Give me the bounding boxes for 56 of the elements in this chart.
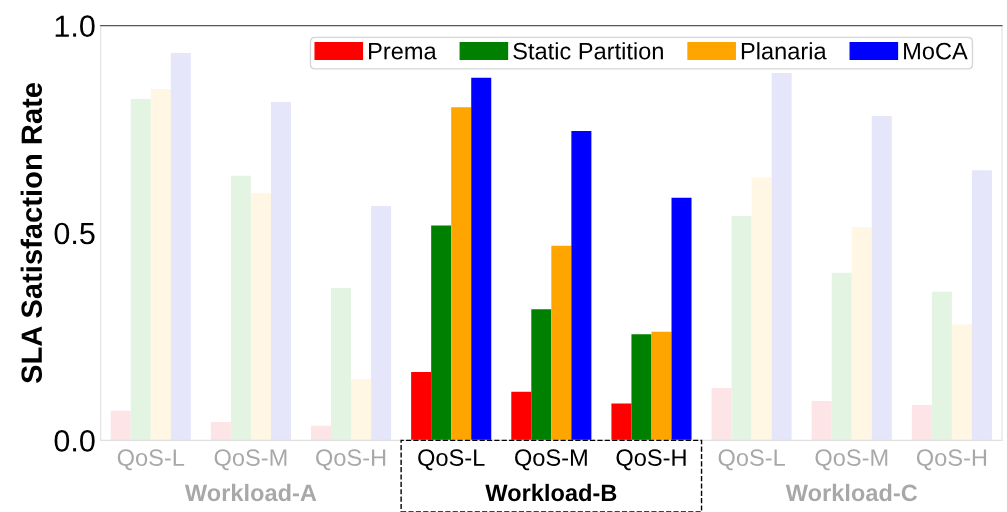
bar bbox=[711, 388, 732, 441]
legend-label: Static Partition bbox=[513, 42, 663, 60]
bar bbox=[270, 101, 291, 441]
bar bbox=[651, 331, 672, 441]
bar bbox=[230, 175, 251, 441]
x-tick-label: QoS-M bbox=[214, 449, 287, 471]
bar bbox=[611, 403, 632, 441]
bar bbox=[551, 245, 572, 441]
bar bbox=[351, 379, 372, 441]
bar bbox=[150, 89, 171, 441]
bar bbox=[751, 177, 772, 441]
bar bbox=[511, 391, 532, 441]
y-tick-label: 0.5 bbox=[54, 222, 95, 245]
bar bbox=[250, 193, 271, 441]
bar bbox=[951, 324, 972, 441]
bar bbox=[371, 206, 392, 441]
bar bbox=[971, 170, 992, 441]
x-tick-label: QoS-H bbox=[916, 449, 987, 471]
text: Workload-B bbox=[485, 483, 617, 502]
bar bbox=[130, 99, 151, 441]
bar bbox=[731, 215, 752, 441]
x-tick-label: QoS-H bbox=[616, 449, 686, 471]
y-tick-label: 1.0 bbox=[55, 15, 95, 37]
bar bbox=[911, 405, 932, 441]
bar bbox=[671, 197, 692, 441]
x-tick-label: QoS-L bbox=[718, 449, 785, 471]
x-tick-label: QoS-L bbox=[117, 449, 185, 471]
legend-label: MoCA bbox=[904, 42, 968, 60]
bar bbox=[451, 107, 472, 441]
x-tick-label: QoS-M bbox=[515, 449, 587, 471]
bar bbox=[531, 309, 552, 441]
x-tick-label: QoS-M bbox=[815, 449, 888, 471]
bar bbox=[571, 130, 592, 441]
bar bbox=[931, 291, 952, 441]
bar bbox=[771, 72, 792, 441]
bar bbox=[210, 422, 231, 441]
bar bbox=[170, 52, 191, 441]
x-tick-label: QoS-L bbox=[418, 449, 485, 471]
text: Workload-A bbox=[184, 483, 317, 502]
x-tick-label: QoS-H bbox=[316, 449, 386, 471]
text: Workload-C bbox=[785, 483, 918, 502]
bar bbox=[871, 116, 892, 441]
bar bbox=[811, 400, 832, 441]
legend-label: Prema bbox=[369, 42, 437, 60]
bar bbox=[331, 288, 352, 441]
bar bbox=[831, 272, 852, 441]
bar bbox=[851, 227, 872, 441]
bar bbox=[431, 225, 452, 441]
bar bbox=[631, 334, 652, 441]
bar bbox=[311, 425, 332, 441]
y-tick-label: 0.0 bbox=[54, 430, 95, 452]
bar bbox=[411, 371, 432, 441]
legend-label: Planaria bbox=[741, 42, 827, 60]
bar bbox=[471, 77, 492, 441]
y-axis-title: SLA Satisfaction Rate bbox=[20, 82, 43, 384]
bar bbox=[110, 410, 131, 441]
